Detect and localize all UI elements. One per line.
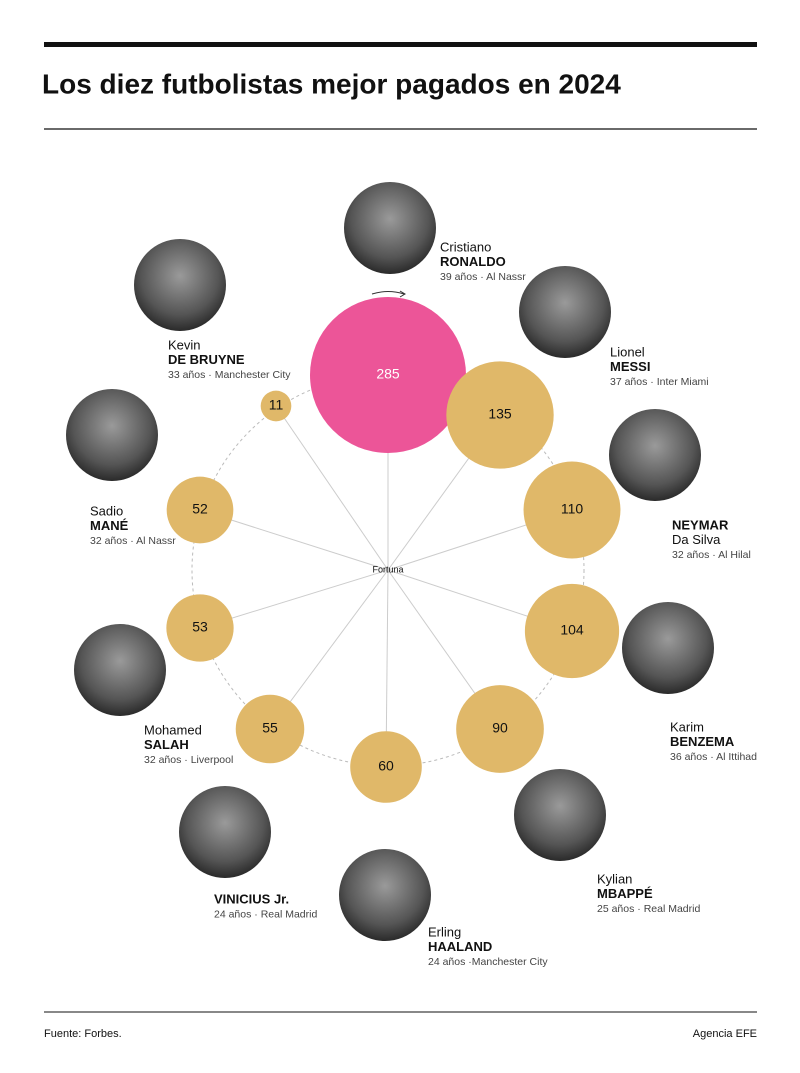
player-name: Karim	[670, 719, 704, 734]
player-photo	[339, 849, 431, 941]
bubble	[524, 583, 620, 679]
bubble	[166, 476, 234, 544]
bubble	[310, 297, 466, 453]
bubble	[350, 731, 422, 803]
player-photo	[622, 602, 714, 694]
bubble	[260, 390, 292, 422]
value-label: 11	[269, 397, 284, 413]
player-info: 32 años · Al Hilal	[672, 549, 751, 561]
player-name: MESSI	[610, 359, 650, 374]
chart-title: Los diez futbolistas mejor pagados en 20…	[42, 68, 621, 99]
player-name: SALAH	[144, 737, 189, 752]
player-name: MBAPPÉ	[597, 886, 653, 901]
player-info: 37 años · Inter Miami	[610, 376, 709, 388]
player-name: Sadio	[90, 503, 123, 518]
player-name: Cristiano	[440, 239, 491, 254]
value-label: 90	[492, 720, 508, 736]
bubble	[523, 461, 621, 559]
value-label: 104	[560, 622, 584, 638]
bubble	[166, 594, 234, 662]
player-photo	[179, 786, 271, 878]
value-label: 60	[378, 758, 394, 774]
player-info: 24 años · Real Madrid	[214, 908, 317, 920]
bubble	[446, 361, 554, 469]
player-name: RONALDO	[440, 254, 506, 269]
player-photo	[519, 266, 611, 358]
value-label: 110	[561, 501, 584, 517]
player-name: Da Silva	[672, 532, 721, 547]
player-name: Lionel	[610, 344, 645, 359]
arrow	[371, 290, 406, 298]
bubble	[456, 685, 544, 773]
player-photo	[609, 409, 701, 501]
top-rule	[44, 42, 757, 47]
value-label: 285	[376, 366, 400, 382]
player-info: 24 años ·Manchester City	[428, 956, 548, 968]
player-info: 36 años · Al Ittihad	[670, 751, 757, 763]
player-photo	[66, 389, 158, 481]
player-name: VINICIUS Jr.	[214, 891, 289, 906]
player-info: 25 años · Real Madrid	[597, 903, 700, 915]
player-photo	[74, 624, 166, 716]
value-label: 55	[262, 720, 278, 736]
player-name: BENZEMA	[670, 734, 735, 749]
player-name: Kevin	[168, 337, 201, 352]
player-name: Kylian	[597, 871, 632, 886]
player-name: NEYMAR	[672, 517, 729, 532]
player-photo	[134, 239, 226, 331]
value-label: 52	[192, 501, 208, 517]
credit: Agencia EFE	[693, 1028, 757, 1040]
player-info: 32 años · Al Nassr	[90, 535, 176, 547]
bubble	[235, 694, 305, 764]
source: Fuente: Forbes.	[44, 1028, 122, 1040]
player-name: DE BRUYNE	[168, 352, 245, 367]
player-info: 33 años · Manchester City	[168, 369, 291, 381]
value-label: 135	[488, 406, 512, 422]
player-photo	[344, 182, 436, 274]
player-name: Erling	[428, 924, 461, 939]
player-name: HAALAND	[428, 939, 492, 954]
player-name: MANÉ	[90, 518, 129, 533]
value-label: 53	[192, 619, 208, 635]
player-info: 39 años · Al Nassr	[440, 271, 526, 283]
spoke	[275, 405, 389, 571]
player-photo	[514, 769, 606, 861]
player-name: Mohamed	[144, 722, 202, 737]
player-info: 32 años · Liverpool	[144, 754, 233, 766]
center-label: Fortuna	[372, 564, 403, 574]
